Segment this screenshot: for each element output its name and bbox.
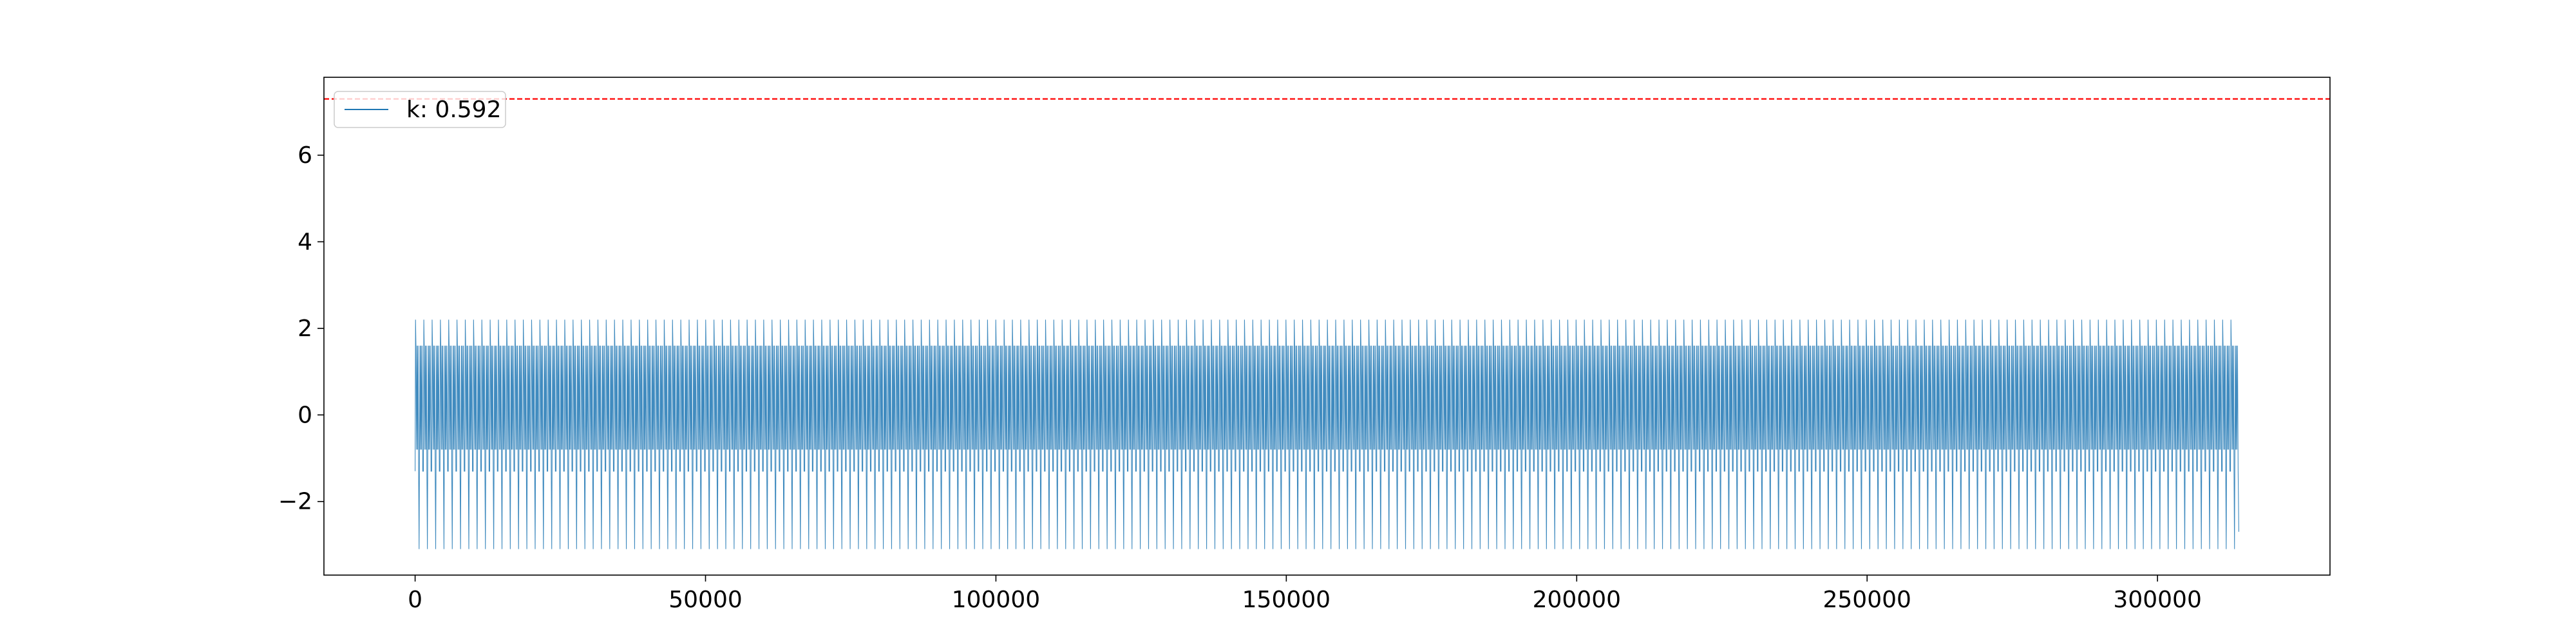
x-axis: 0 50000 100000 150000 200000 250000 300000 [408, 575, 2202, 613]
y-axis: −2 0 2 4 6 [278, 142, 324, 515]
y-tick-label: 2 [298, 316, 312, 342]
x-tick-label: 300000 [2113, 587, 2201, 613]
x-tick-label: 250000 [1823, 587, 1911, 613]
legend-label: k: 0.592 [406, 97, 501, 123]
axes-frame [323, 77, 2331, 576]
y-tick-label: 6 [298, 142, 312, 169]
x-tick-label: 0 [408, 587, 422, 613]
x-tick-label: 50000 [668, 587, 743, 613]
y-tick-label: 4 [298, 229, 312, 255]
x-tick-label: 150000 [1242, 587, 1331, 613]
series-line [415, 319, 2239, 549]
x-tick-label: 200000 [1533, 587, 1621, 613]
y-tick-label: −2 [278, 489, 312, 515]
plot-area [415, 319, 2239, 549]
y-tick-label: 0 [298, 402, 312, 428]
x-tick-label: 100000 [952, 587, 1040, 613]
legend-box [334, 91, 506, 128]
legend: k: 0.592 [334, 91, 506, 128]
